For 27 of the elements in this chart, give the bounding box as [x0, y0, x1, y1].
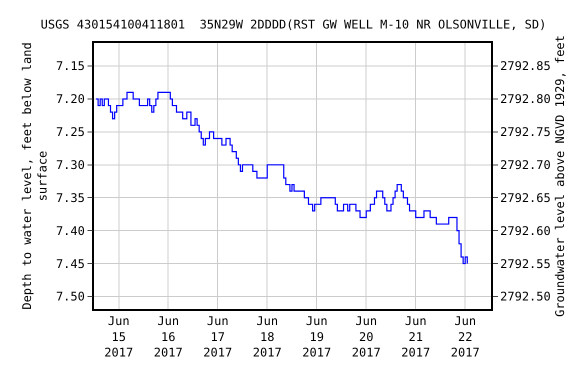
y2-axis-title: Groundwater level above NGVD 1929, feet [553, 35, 568, 317]
x-tick-label: Jun 20 2017 [352, 314, 381, 360]
x-tick-label: Jun 21 2017 [401, 314, 430, 360]
y2-tick-label: 2792.60 [500, 224, 551, 238]
y2-tick-label: 2792.85 [500, 59, 551, 74]
x-tick-label: Jun 15 2017 [104, 314, 134, 360]
x-tick-label: Jun 16 2017 [154, 314, 183, 360]
y-tick-label: 7.40 [56, 224, 85, 238]
y2-tick-label: 2792.65 [500, 190, 551, 205]
x-tick-label: Jun 19 2017 [302, 314, 332, 360]
y2-tick-label: 2792.70 [500, 158, 551, 172]
x-tick-label: Jun 18 2017 [252, 314, 282, 360]
y2-tick-label: 2792.80 [500, 92, 551, 106]
y-tick-label: 7.45 [56, 256, 85, 271]
y-tick-label: 7.20 [56, 92, 85, 106]
y2-tick-label: 2792.55 [500, 256, 551, 271]
y-axis-title: Depth to water level, feet below land surface [20, 42, 50, 310]
x-tick-label: Jun 17 2017 [203, 314, 232, 360]
y-tick-label: 7.25 [56, 125, 85, 140]
x-tick-label: Jun 22 2017 [450, 314, 480, 360]
y2-tick-label: 2792.50 [500, 290, 551, 304]
y-tick-label: 7.30 [56, 158, 85, 172]
y-tick-label: 7.15 [56, 59, 85, 74]
y-tick-label: 7.35 [56, 190, 85, 205]
y-tick-label: 7.50 [56, 290, 85, 304]
y2-tick-label: 2792.75 [500, 125, 551, 140]
chart-title: USGS 430154100411801 35N29W 2DDDD(RST GW WELL M-10 NR OLSONVILLE, SD) [40, 17, 546, 32]
